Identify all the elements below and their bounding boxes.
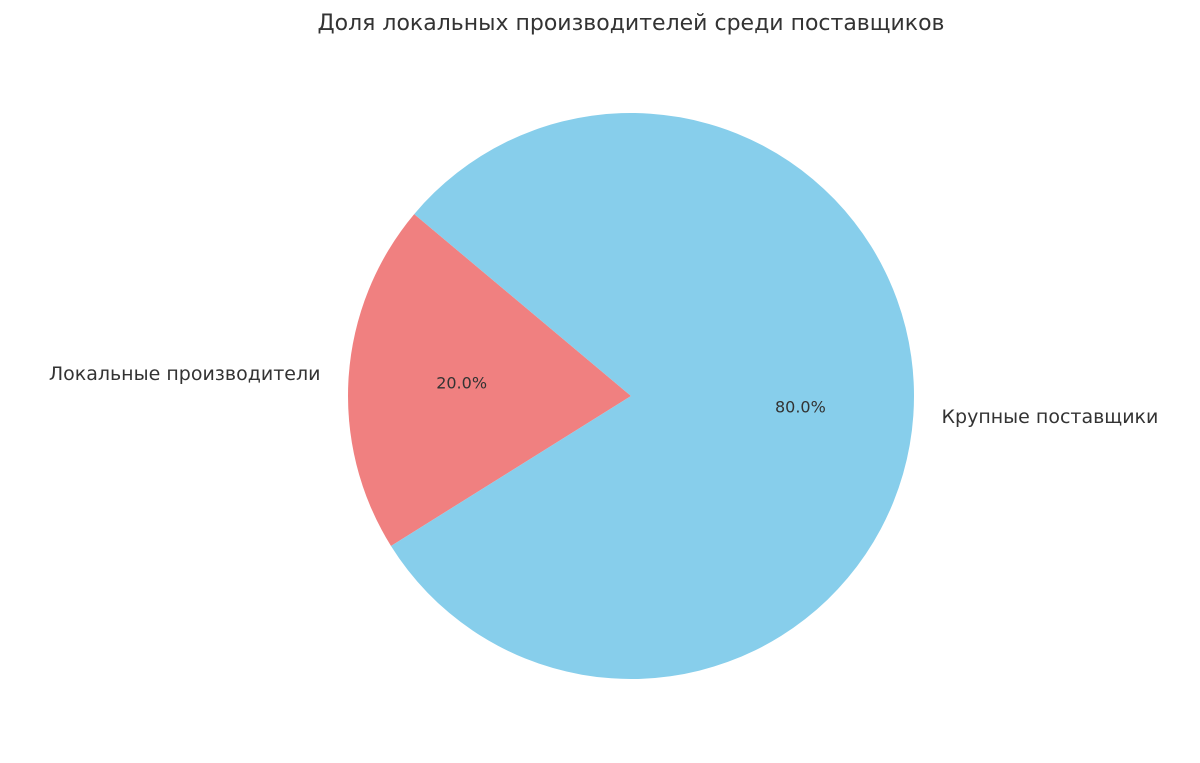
pie-slice [391, 113, 914, 679]
value-label: 20.0% [436, 374, 487, 393]
slice-label: Крупные поставщики [942, 406, 1159, 428]
slice-label: Локальные производители [49, 363, 321, 385]
value-label: 80.0% [775, 397, 826, 416]
pie-slice [348, 214, 631, 546]
chart-title: Доля локальных производителей среди пост… [317, 11, 944, 36]
